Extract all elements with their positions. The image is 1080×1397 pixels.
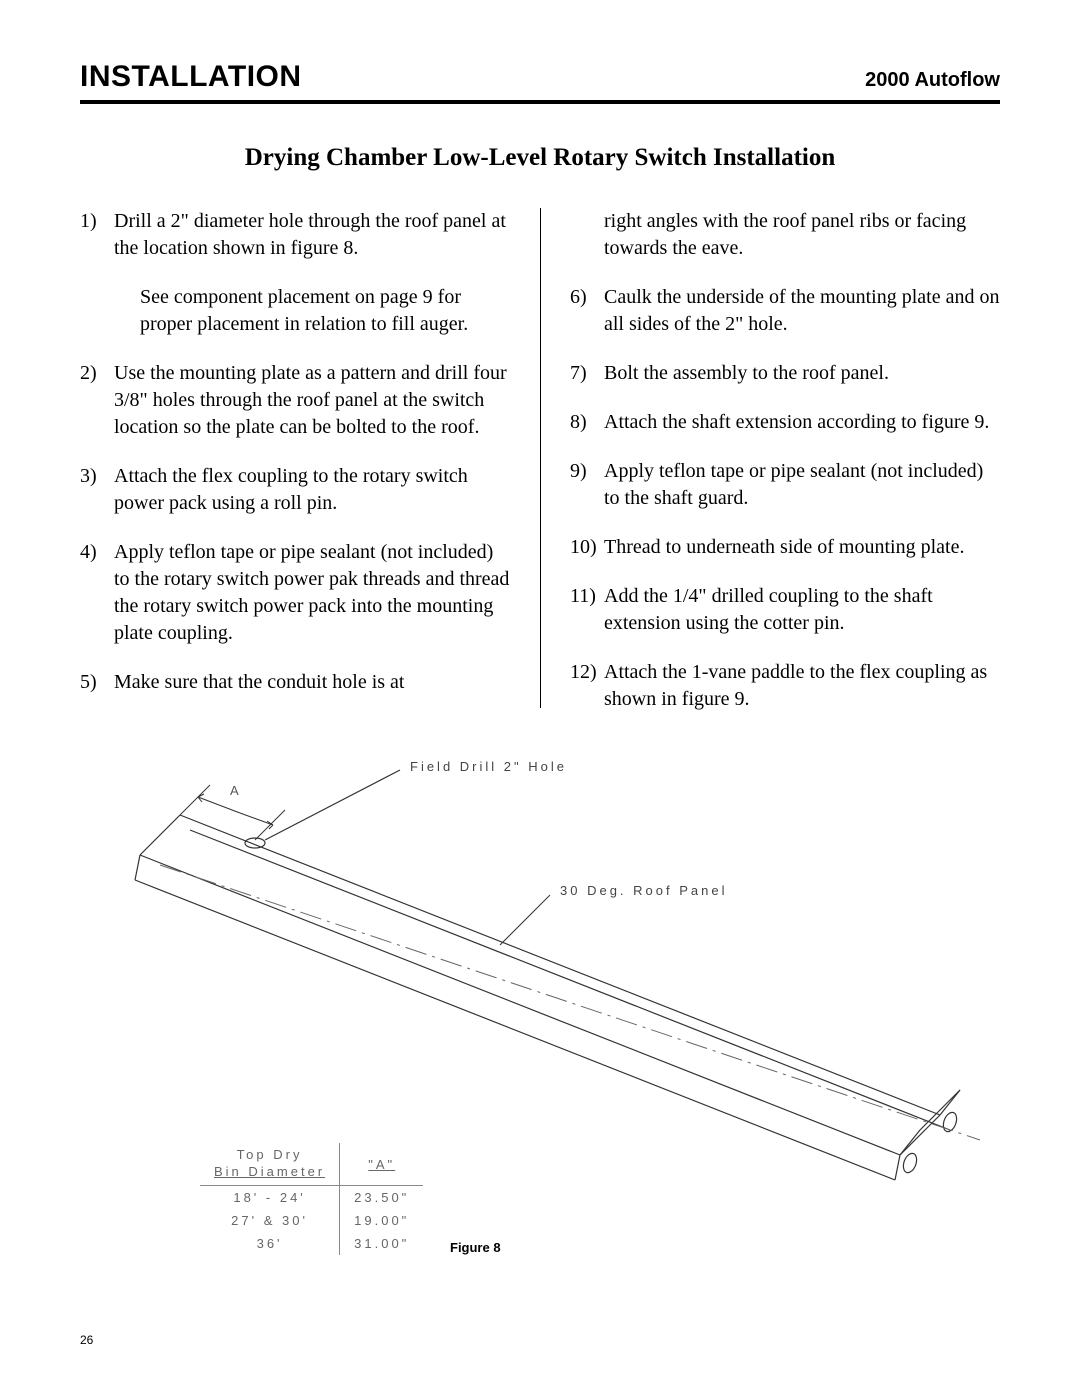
page-header: INSTALLATION 2000 Autoflow [80,60,1000,104]
step: 1) Drill a 2" diameter hole through the … [80,208,510,262]
table-cell: 19.00" [340,1209,424,1232]
page-number: 26 [80,1333,93,1347]
figure-caption: Figure 8 [450,1240,501,1255]
instruction-columns: 1) Drill a 2" diameter hole through the … [80,208,1000,735]
step: 7) Bolt the assembly to the roof panel. [570,360,1000,387]
left-column: 1) Drill a 2" diameter hole through the … [80,208,510,735]
step-number: 12) [570,659,604,713]
step-number: 1) [80,208,114,262]
step-text: Drill a 2" diameter hole through the roo… [114,208,510,262]
table-cell: 31.00" [340,1232,424,1255]
step-number: 4) [80,539,114,647]
header-section-title: INSTALLATION [80,60,302,94]
step-number: 9) [570,458,604,512]
table-cell: 23.50" [340,1186,424,1210]
step-number: 6) [570,284,604,338]
step: 10) Thread to underneath side of mountin… [570,534,1000,561]
step-text: Bolt the assembly to the roof panel. [604,360,1000,387]
right-column: right angles with the roof panel ribs or… [570,208,1000,735]
step: right angles with the roof panel ribs or… [570,208,1000,262]
step-text: Thread to underneath side of mounting pl… [604,534,1000,561]
page-title: Drying Chamber Low-Level Rotary Switch I… [80,144,1000,172]
step-text: Attach the shaft extension according to … [604,409,1000,436]
svg-text:A: A [230,783,241,798]
step-text: Add the 1/4" drilled coupling to the sha… [604,583,1000,637]
step-text: Use the mounting plate as a pattern and … [114,360,510,441]
header-model: 2000 Autoflow [865,69,1000,92]
step-number: 3) [80,463,114,517]
step-number: 8) [570,409,604,436]
table-cell: 36' [200,1232,340,1255]
table-cell: 18' - 24' [200,1186,340,1210]
step-text: Make sure that the conduit hole is at [114,669,510,696]
step-text: Apply teflon tape or pipe sealant (not i… [604,458,1000,512]
step-text: Attach the 1-vane paddle to the flex cou… [604,659,1000,713]
column-divider [540,208,541,708]
step: 3) Attach the flex coupling to the rotar… [80,463,510,517]
step-text: Attach the flex coupling to the rotary s… [114,463,510,517]
step: 6) Caulk the underside of the mounting p… [570,284,1000,338]
dimension-table: Top Dry Bin Diameter "A" 18' - 24' 23.50… [200,1143,423,1255]
step: 9) Apply teflon tape or pipe sealant (no… [570,458,1000,512]
step-number: 7) [570,360,604,387]
step-number: 11) [570,583,604,637]
step-text: right angles with the roof panel ribs or… [604,208,1000,262]
step: 5) Make sure that the conduit hole is at [80,669,510,696]
step-text: Caulk the underside of the mounting plat… [604,284,1000,338]
step-note: See component placement on page 9 for pr… [140,284,510,338]
step-number: 10) [570,534,604,561]
step-text: Apply teflon tape or pipe sealant (not i… [114,539,510,647]
table-title-line2: Bin Diameter [214,1164,325,1179]
step: 8) Attach the shaft extension according … [570,409,1000,436]
step-number: 2) [80,360,114,441]
page: INSTALLATION 2000 Autoflow Drying Chambe… [0,0,1080,1397]
step-number [570,208,604,262]
step: 12) Attach the 1-vane paddle to the flex… [570,659,1000,713]
table-cell: 27' & 30' [200,1209,340,1232]
figure-label-drill: Field Drill 2" Hole [410,759,567,774]
step: 2) Use the mounting plate as a pattern a… [80,360,510,441]
step: 11) Add the 1/4" drilled coupling to the… [570,583,1000,637]
table-title-line1: Top Dry [237,1147,303,1162]
table-header-a: "A" [368,1157,395,1172]
step-number: 5) [80,669,114,696]
figure-8: A Field Drill 2" Hole 30 Deg. Roof Panel… [80,745,1000,1265]
step: 4) Apply teflon tape or pipe sealant (no… [80,539,510,647]
figure-label-panel: 30 Deg. Roof Panel [560,883,727,898]
